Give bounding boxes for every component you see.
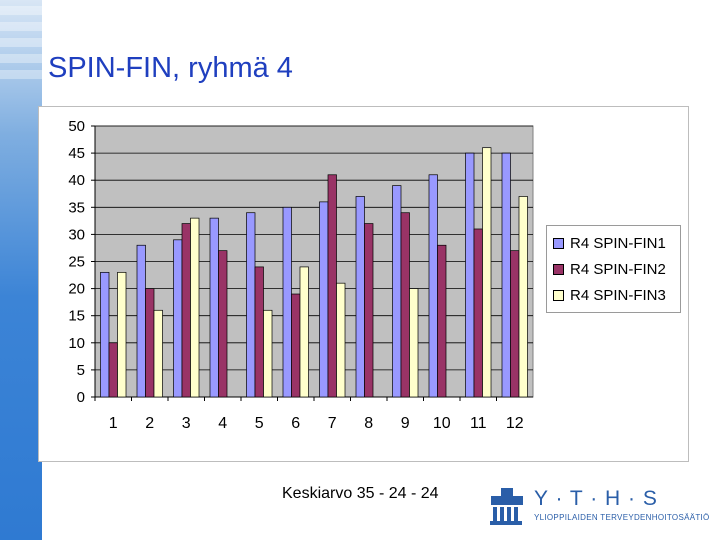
average-summary: Keskiarvo 35 - 24 - 24 bbox=[282, 485, 439, 502]
legend-item: R4 SPIN-FIN3 bbox=[553, 286, 677, 304]
chart-frame: 0 5 10 15 20 25 30 35 40 45 50 1 2 3 4 5 6 7 8 9 10 11 12 R4 S… bbox=[38, 106, 689, 462]
y-tick-label: 45 bbox=[68, 145, 85, 162]
bar bbox=[518, 196, 528, 398]
x-tick-label: 9 bbox=[401, 415, 410, 432]
bar bbox=[190, 217, 200, 398]
band-stripe bbox=[0, 22, 42, 31]
x-tick-label: 10 bbox=[433, 415, 451, 432]
x-tick-label: 6 bbox=[291, 415, 300, 432]
bar bbox=[392, 185, 402, 398]
y-tick-label: 25 bbox=[68, 254, 85, 271]
legend-swatch bbox=[553, 237, 564, 249]
x-tick-label: 2 bbox=[145, 415, 154, 432]
bar bbox=[465, 152, 475, 398]
bar bbox=[319, 201, 329, 398]
x-tick-label: 7 bbox=[328, 415, 337, 432]
bar bbox=[482, 147, 492, 398]
legend-item: R4 SPIN-FIN1 bbox=[553, 234, 677, 252]
legend-label: R4 SPIN-FIN1 bbox=[570, 234, 666, 252]
band-stripe bbox=[0, 54, 42, 63]
bar bbox=[108, 342, 118, 398]
bar bbox=[355, 196, 365, 398]
y-tick-label: 15 bbox=[68, 308, 85, 325]
bar bbox=[327, 174, 337, 398]
legend-swatch bbox=[553, 263, 564, 275]
chart-legend: R4 SPIN-FIN1 R4 SPIN-FIN2 R4 SPIN-FIN3 bbox=[546, 225, 681, 313]
band-stripe bbox=[0, 6, 42, 15]
y-tick-label: 50 bbox=[68, 118, 85, 135]
logo-subtitle: YLIOPPILAIDEN TERVEYDENHOITOSÄÄTIÖ bbox=[534, 513, 710, 522]
bar bbox=[254, 266, 264, 398]
band-stripe bbox=[0, 38, 42, 47]
bar bbox=[428, 174, 438, 398]
bar bbox=[501, 152, 511, 398]
bar bbox=[263, 309, 273, 398]
yths-logo: Y · T · H · S YLIOPPILAIDEN TERVEYDENHOI… bbox=[488, 487, 712, 527]
y-tick-label: 20 bbox=[68, 281, 85, 298]
y-tick-label: 10 bbox=[68, 335, 85, 352]
legend-swatch bbox=[553, 289, 564, 301]
bar bbox=[153, 309, 163, 398]
y-tick-label: 35 bbox=[68, 199, 85, 216]
bar bbox=[173, 239, 183, 398]
bar bbox=[100, 271, 110, 398]
slide-title: SPIN-FIN, ryhmä 4 bbox=[48, 52, 293, 84]
y-tick-label: 40 bbox=[68, 172, 85, 189]
legend-label: R4 SPIN-FIN3 bbox=[570, 286, 666, 304]
bar bbox=[145, 288, 155, 398]
bar bbox=[400, 212, 410, 398]
y-tick-label: 30 bbox=[68, 226, 85, 243]
y-tick-label: 5 bbox=[77, 362, 85, 379]
bar bbox=[364, 223, 374, 398]
bar bbox=[299, 266, 309, 398]
logo-letters: Y · T · H · S bbox=[534, 487, 658, 510]
x-tick-label: 12 bbox=[506, 415, 524, 432]
bar bbox=[218, 250, 228, 398]
bar bbox=[437, 244, 447, 398]
bar bbox=[336, 282, 346, 398]
bar bbox=[282, 206, 292, 398]
bar bbox=[510, 250, 520, 398]
bar bbox=[117, 271, 127, 398]
x-tick-label: 4 bbox=[218, 415, 227, 432]
band-stripe bbox=[0, 70, 42, 79]
bar bbox=[291, 293, 301, 398]
pillar-cross-icon bbox=[490, 488, 523, 525]
x-tick-label: 3 bbox=[182, 415, 191, 432]
legend-item: R4 SPIN-FIN2 bbox=[553, 260, 677, 278]
y-tick-label: 0 bbox=[77, 389, 85, 406]
x-tick-label: 1 bbox=[109, 415, 118, 432]
bar bbox=[473, 228, 483, 398]
legend-label: R4 SPIN-FIN2 bbox=[570, 260, 666, 278]
bar bbox=[409, 288, 419, 398]
decorative-left-band bbox=[0, 0, 42, 540]
x-tick-label: 5 bbox=[255, 415, 264, 432]
x-tick-label: 11 bbox=[470, 415, 487, 432]
bar bbox=[209, 217, 219, 398]
bar bbox=[136, 244, 146, 398]
bar bbox=[181, 223, 191, 398]
x-tick-label: 8 bbox=[364, 415, 373, 432]
bar bbox=[246, 212, 256, 398]
